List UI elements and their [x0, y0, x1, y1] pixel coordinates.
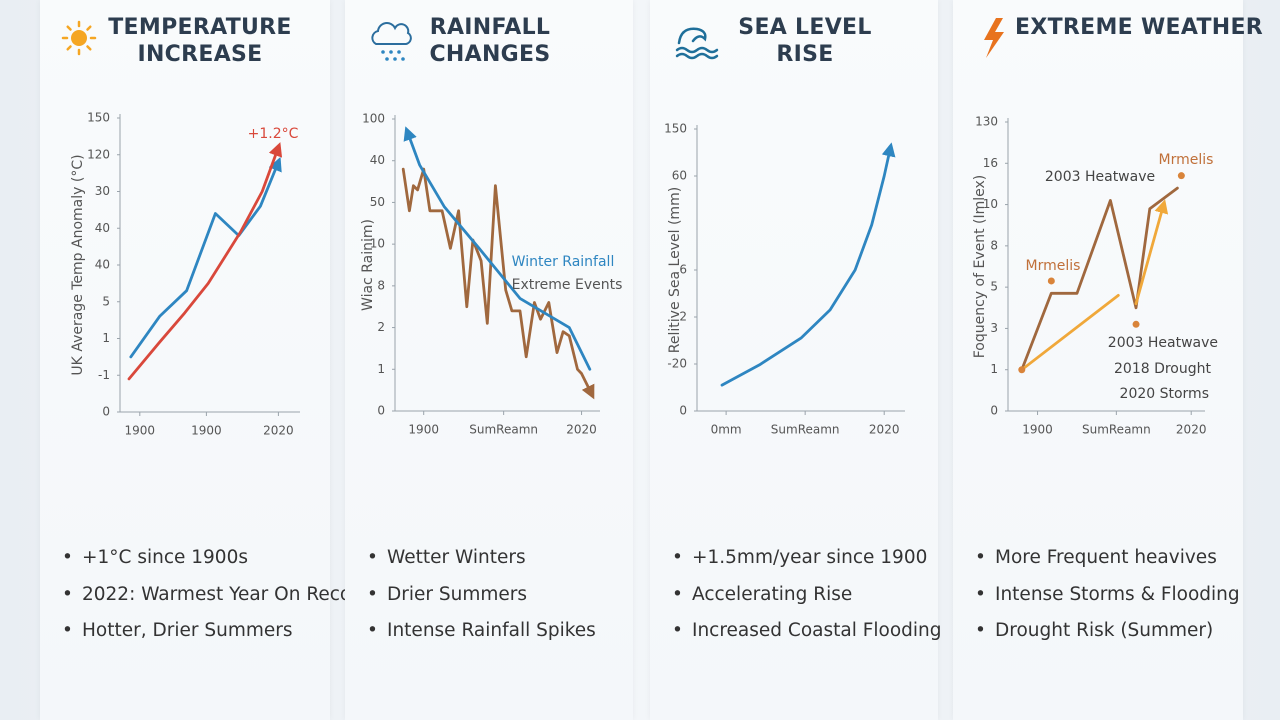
y-tick-label: 8 — [377, 278, 385, 292]
panel-title: TEMPERATURE INCREASE — [108, 15, 292, 67]
y-axis-label: Wiac Rainim) — [360, 219, 376, 311]
panel: EXTREME WEATHER More Frequent heavives I… — [953, 0, 1264, 720]
y-tick-label: 40 — [370, 153, 385, 167]
x-tick-label: SumReamn — [469, 423, 538, 437]
y-tick-label: 3 — [990, 321, 998, 335]
y-tick-label: 150 — [87, 111, 110, 125]
y-tick-label: 1 — [990, 362, 998, 376]
x-tick-label: 1900 — [125, 424, 156, 438]
annotation: 2003 Heatwave — [1108, 335, 1218, 351]
panel: SEA LEVEL RISE +1.5mm/year since 1900 Ac… — [650, 0, 942, 720]
bullet: Drier Summers — [367, 580, 596, 617]
y-tick-label: 0 — [679, 404, 687, 418]
wave-icon — [675, 27, 719, 60]
annotation: 2018 Drought — [1114, 361, 1212, 377]
bullet: Drought Risk (Summer) — [975, 616, 1240, 653]
y-tick-label: 50 — [370, 195, 385, 209]
y-tick-label: 1 — [102, 331, 110, 345]
y-tick-label: 2 — [679, 310, 687, 324]
panel-title: SEA LEVEL RISE — [738, 15, 872, 67]
y-tick-label: -1 — [98, 368, 110, 382]
bullet: +1.5mm/year since 1900 — [672, 543, 942, 580]
point-marker — [1132, 320, 1140, 328]
bullet: Intense Rainfall Spikes — [367, 616, 596, 653]
y-tick-label: 0 — [377, 404, 385, 418]
point-marker — [1018, 366, 1026, 374]
point-marker — [1177, 172, 1185, 180]
y-tick-label: 16 — [983, 156, 998, 170]
annotation: 2020 Storms — [1120, 386, 1209, 402]
series-line — [1020, 186, 1179, 372]
x-tick-label: SumReamn — [771, 423, 840, 437]
y-axis-label: Foquency of Event (Imlex) — [972, 175, 988, 359]
y-tick-label: 130 — [975, 115, 998, 129]
y-tick-label: 60 — [672, 169, 687, 183]
y-tick-label: 120 — [87, 147, 110, 161]
lightning-icon — [984, 18, 1004, 58]
series-line — [1020, 205, 1164, 372]
y-tick-label: 5 — [990, 280, 998, 294]
y-tick-label: 30 — [95, 184, 110, 198]
bullet: Wetter Winters — [367, 543, 596, 580]
bullet-list: +1.5mm/year since 1900 Accelerating Rise… — [672, 543, 942, 653]
y-tick-label: 8 — [990, 238, 998, 252]
bullet-list: +1°C since 1900s 2022: Warmest Year On R… — [62, 543, 370, 653]
y-tick-label: 5 — [102, 294, 110, 308]
bullet: Increased Coastal Flooding — [672, 616, 942, 653]
series-line — [720, 142, 896, 387]
bullet-list: More Frequent heavives Intense Storms & … — [975, 543, 1240, 653]
point-marker — [1047, 277, 1055, 285]
y-tick-label: 0 — [102, 405, 110, 419]
y-tick-label: 40 — [95, 221, 110, 235]
series-line — [129, 156, 282, 359]
annotation: Winter Rainfall — [512, 254, 615, 270]
series-line — [127, 142, 283, 381]
x-tick-label: 2020 — [869, 423, 900, 437]
annotation: Mrmelis — [1026, 258, 1081, 274]
series-line — [403, 126, 592, 371]
bullet: Accelerating Rise — [672, 580, 942, 617]
y-tick-label: 2 — [377, 320, 385, 334]
y-tick-label: 10 — [370, 237, 385, 251]
y-tick-label: -20 — [667, 357, 687, 371]
y-tick-label: 10 — [983, 197, 998, 211]
y-tick-label: 6 — [679, 263, 687, 277]
series-line — [401, 167, 595, 400]
bullet: +1°C since 1900s — [62, 543, 370, 580]
annotation: Mrmelis — [1159, 152, 1214, 168]
annotation: 2003 Heatwave — [1045, 169, 1155, 185]
y-tick-label: 0 — [990, 404, 998, 418]
annotation: +1.2°C — [248, 126, 299, 142]
annotation: Extreme Events — [512, 277, 623, 293]
bullet: Intense Storms & Flooding — [975, 580, 1240, 617]
x-tick-label: 1900 — [408, 423, 439, 437]
y-tick-label: 1 — [377, 362, 385, 376]
x-tick-label: 1900 — [191, 424, 222, 438]
x-tick-label: 2020 — [566, 423, 597, 437]
panel-title: RAINFALL CHANGES — [429, 15, 551, 67]
y-tick-label: 40 — [95, 258, 110, 272]
y-axis-label: UK Average Temp Anomaly (°C) — [70, 154, 86, 375]
panel-title: EXTREME WEATHER — [1015, 15, 1264, 40]
panel: TEMPERATURE INCREASE +1°C since 1900s 20… — [40, 0, 370, 720]
bullet: 2022: Warmest Year On Record — [62, 580, 370, 617]
x-tick-label: SumReamn — [1082, 423, 1151, 437]
bullet: More Frequent heavives — [975, 543, 1240, 580]
x-tick-label: 2020 — [263, 424, 294, 438]
rain-icon — [371, 22, 412, 61]
sun-icon — [61, 20, 97, 56]
y-axis-label: Relitive Sea Level (mm) — [667, 187, 683, 353]
x-tick-label: 2020 — [1176, 423, 1207, 437]
y-tick-label: 100 — [362, 112, 385, 126]
bullet: Hotter, Drier Summers — [62, 616, 370, 653]
x-tick-label: 1900 — [1022, 423, 1053, 437]
bullet-list: Wetter Winters Drier Summers Intense Rai… — [367, 543, 596, 653]
x-tick-label: 0mm — [711, 423, 742, 437]
y-tick-label: 150 — [664, 122, 687, 136]
